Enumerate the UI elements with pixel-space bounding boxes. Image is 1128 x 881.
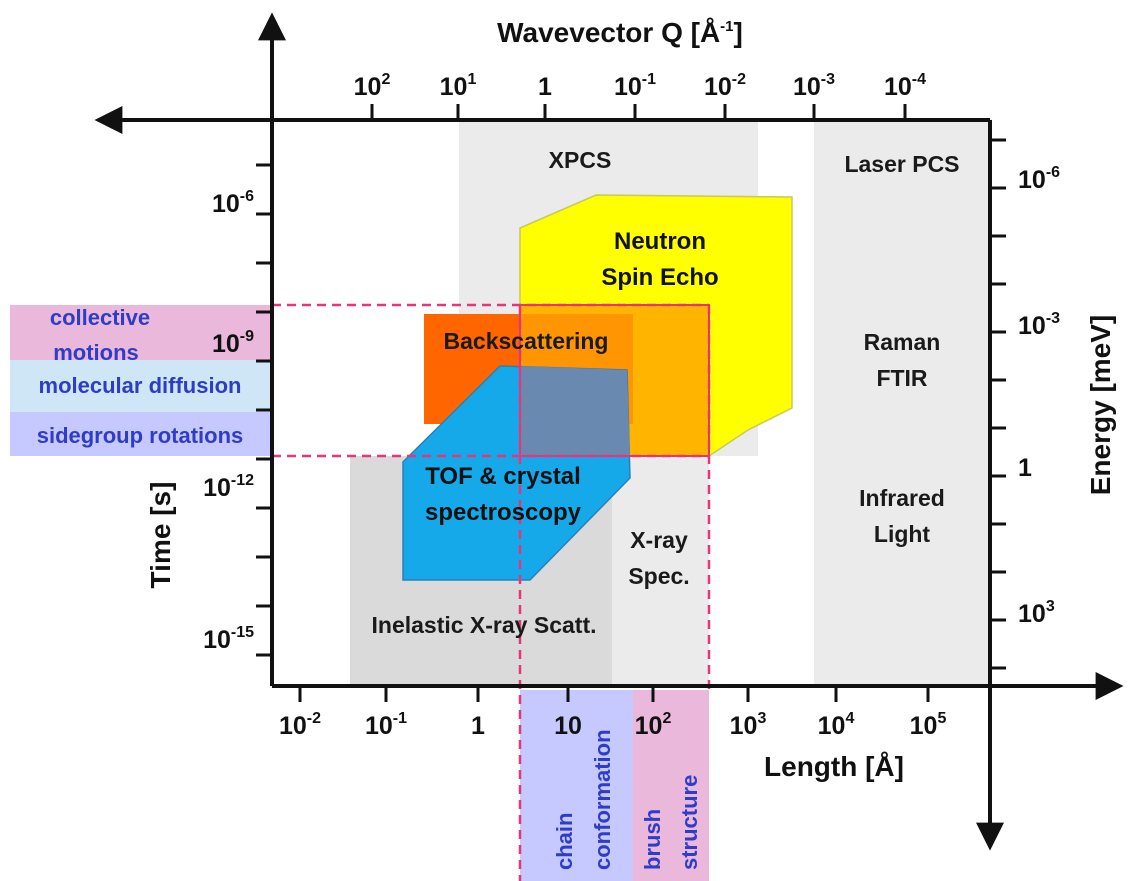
collective-motions-band [10, 305, 272, 360]
tof-overlap-region [520, 366, 630, 456]
tick-labels: 102 101 1 10-1 10-2 10-3 10-4 10-2 10-1 1 10 102 103… [203, 71, 1060, 740]
top-tick-label: 1 [538, 73, 552, 101]
left-tick-label: 10-9 [212, 328, 254, 358]
top-tick-label: 102 [354, 71, 391, 101]
brush-structure-band [633, 690, 709, 881]
tick-marks [256, 104, 1006, 702]
xray-spec-label-2: Spec. [628, 563, 689, 589]
tof-label-1: TOF & crystal [425, 463, 581, 490]
bottom-tick-label: 105 [910, 710, 947, 740]
top-tick-label: 10-1 [614, 71, 656, 101]
chain-conformation-band [520, 690, 633, 881]
collective-motions-label-2: motions [53, 340, 139, 365]
neutron-spin-echo-label-1: Neutron [614, 228, 706, 255]
bottom-axis-title: Length [Å] [764, 751, 904, 782]
highlight-box [519, 304, 710, 457]
molecular-diffusion-band [10, 360, 272, 412]
brush-label: brush [640, 809, 665, 870]
right-tick-label: 10-6 [1018, 164, 1060, 194]
raman-label-1: Raman [864, 329, 941, 355]
bottom-tick-label: 10-2 [279, 710, 321, 740]
left-axis-title: Time [s] [145, 482, 176, 589]
top-axis-title: Wavevector Q [Å-1] [497, 17, 743, 48]
top-tick-label: 10-2 [704, 71, 746, 101]
left-tick-label: 10-15 [203, 624, 254, 654]
chain-label: chain [552, 813, 577, 870]
top-tick-label: 10-3 [793, 71, 835, 101]
bottom-tick-label: 102 [635, 710, 672, 740]
conformation-label: conformation [590, 729, 615, 870]
inelastic-xray-label: Inelastic X-ray Scatt. [372, 612, 597, 638]
right-tick-label: 103 [1018, 598, 1055, 628]
neutron-spin-echo-label-2: Spin Echo [601, 264, 718, 291]
top-tick-label: 10-4 [884, 71, 926, 101]
laser-pcs-label: Laser PCS [844, 151, 959, 177]
backscattering-label: Backscattering [444, 328, 609, 354]
structure-label: structure [677, 775, 702, 870]
xpcs-label: XPCS [549, 147, 612, 173]
bottom-tick-label: 104 [818, 710, 855, 740]
raman-label-2: FTIR [876, 365, 927, 391]
bottom-tick-label: 10 [554, 712, 582, 740]
top-tick-label: 101 [440, 71, 477, 101]
left-tick-label: 10-12 [203, 472, 254, 502]
bottom-tick-label: 103 [730, 710, 767, 740]
right-tick-label: 10-3 [1018, 310, 1060, 340]
tof-label-2: spectroscopy [425, 499, 582, 526]
bottom-tick-label: 10-1 [365, 710, 407, 740]
infrared-label-1: Infrared [859, 485, 945, 511]
bottom-tick-label: 1 [471, 712, 485, 740]
left-tick-label: 10-6 [212, 188, 254, 218]
sidegroup-rotations-band [10, 412, 272, 456]
xray-spec-label-1: X-ray [630, 527, 688, 553]
collective-motions-label-1: collective [50, 305, 150, 330]
infrared-label-2: Light [874, 521, 931, 547]
right-tick-label: 1 [1018, 454, 1032, 482]
sidegroup-rotations-label: sidegroup rotations [37, 423, 244, 448]
laser-infrared-region [814, 120, 990, 686]
xray-spec-region [612, 456, 709, 686]
molecular-diffusion-label: molecular diffusion [39, 373, 242, 398]
right-axis-title: Energy [meV] [1085, 315, 1116, 496]
